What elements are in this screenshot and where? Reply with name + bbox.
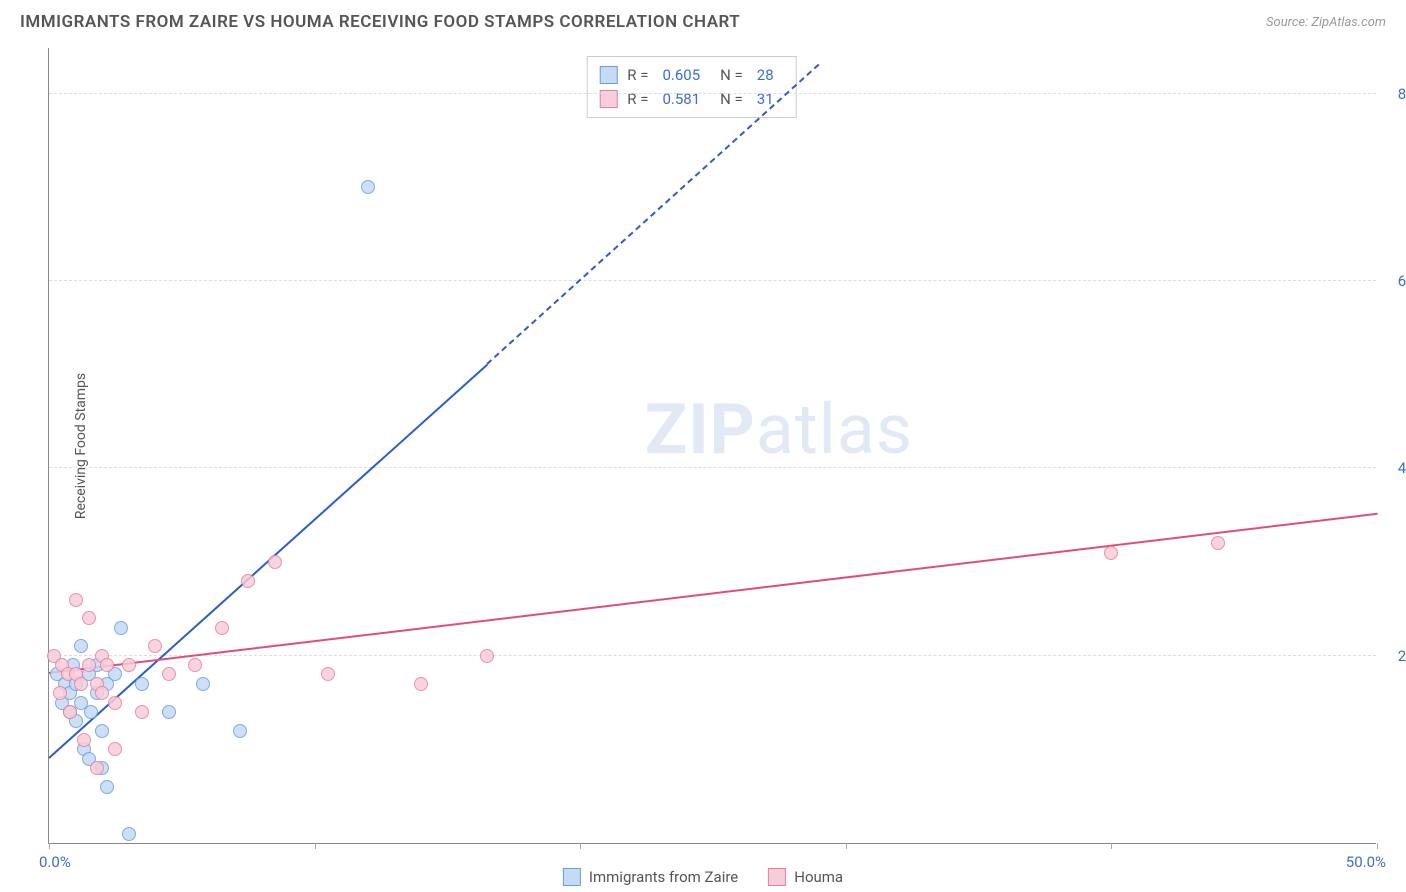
correlation-legend: R =0.605N =28R =0.581N =31 — [586, 56, 796, 118]
legend-n-value: 28 — [757, 63, 774, 87]
data-point — [63, 705, 77, 719]
data-point — [215, 621, 229, 635]
data-point — [162, 705, 176, 719]
legend-item: Houma — [768, 868, 843, 886]
legend-label: Houma — [794, 868, 843, 886]
data-point — [148, 639, 162, 653]
data-point — [74, 677, 88, 691]
data-point — [108, 742, 122, 756]
data-point — [1211, 536, 1225, 550]
legend-r-label: R = — [627, 87, 648, 111]
y-tick-label: 20.0% — [1383, 647, 1406, 665]
gridline — [49, 467, 1376, 468]
data-point — [233, 724, 247, 738]
data-point — [90, 761, 104, 775]
y-tick-label: 80.0% — [1383, 85, 1406, 103]
data-point — [1104, 546, 1118, 560]
data-point — [480, 649, 494, 663]
data-point — [84, 705, 98, 719]
data-point — [196, 677, 210, 691]
gridline — [49, 280, 1376, 281]
data-point — [74, 639, 88, 653]
trend-line — [49, 513, 1377, 674]
legend-swatch — [563, 868, 581, 886]
chart-title: IMMIGRANTS FROM ZAIRE VS HOUMA RECEIVING… — [20, 12, 740, 32]
legend-swatch — [599, 66, 617, 84]
legend-n-label: N = — [720, 63, 743, 87]
x-tick — [315, 843, 316, 849]
data-point — [268, 555, 282, 569]
watermark: ZIPatlas — [645, 389, 913, 471]
legend-row: R =0.581N =31 — [599, 87, 783, 111]
data-point — [100, 780, 114, 794]
data-point — [108, 696, 122, 710]
legend-n-label: N = — [720, 87, 743, 111]
data-point — [162, 667, 176, 681]
x-tick — [580, 843, 581, 849]
legend-item: Immigrants from Zaire — [563, 868, 738, 886]
data-point — [188, 658, 202, 672]
x-tick — [1377, 843, 1378, 849]
data-point — [69, 593, 83, 607]
x-tick — [846, 843, 847, 849]
source-label: Source: ZipAtlas.com — [1266, 15, 1386, 30]
data-point — [135, 705, 149, 719]
data-point — [361, 180, 375, 194]
data-point — [100, 658, 114, 672]
data-point — [77, 733, 91, 747]
data-point — [82, 611, 96, 625]
data-point — [135, 677, 149, 691]
series-legend: Immigrants from Zaire Houma — [563, 868, 843, 886]
data-point — [95, 724, 109, 738]
y-tick-label: 60.0% — [1383, 272, 1406, 290]
x-tick-label: 50.0% — [1346, 853, 1386, 871]
gridline — [49, 93, 1376, 94]
legend-r-value: 0.605 — [662, 63, 700, 87]
x-tick — [1111, 843, 1112, 849]
data-point — [241, 574, 255, 588]
legend-r-label: R = — [627, 63, 648, 87]
legend-r-value: 0.581 — [662, 87, 700, 111]
plot-area: ZIPatlas R =0.605N =28R =0.581N =31 20.0… — [48, 48, 1376, 844]
data-point — [321, 667, 335, 681]
data-point — [114, 621, 128, 635]
legend-row: R = 0.605 N = 28 — [599, 63, 783, 87]
x-tick-label: 0.0% — [39, 853, 71, 871]
data-point — [122, 658, 136, 672]
legend-label: Immigrants from Zaire — [589, 868, 738, 886]
header: IMMIGRANTS FROM ZAIRE VS HOUMA RECEIVING… — [20, 12, 1386, 32]
x-tick — [49, 843, 50, 849]
gridline — [49, 655, 1376, 656]
legend-swatch — [768, 868, 786, 886]
data-point — [122, 827, 136, 841]
data-point — [95, 686, 109, 700]
data-point — [53, 686, 67, 700]
data-point — [414, 677, 428, 691]
data-point — [82, 658, 96, 672]
y-tick-label: 40.0% — [1383, 459, 1406, 477]
